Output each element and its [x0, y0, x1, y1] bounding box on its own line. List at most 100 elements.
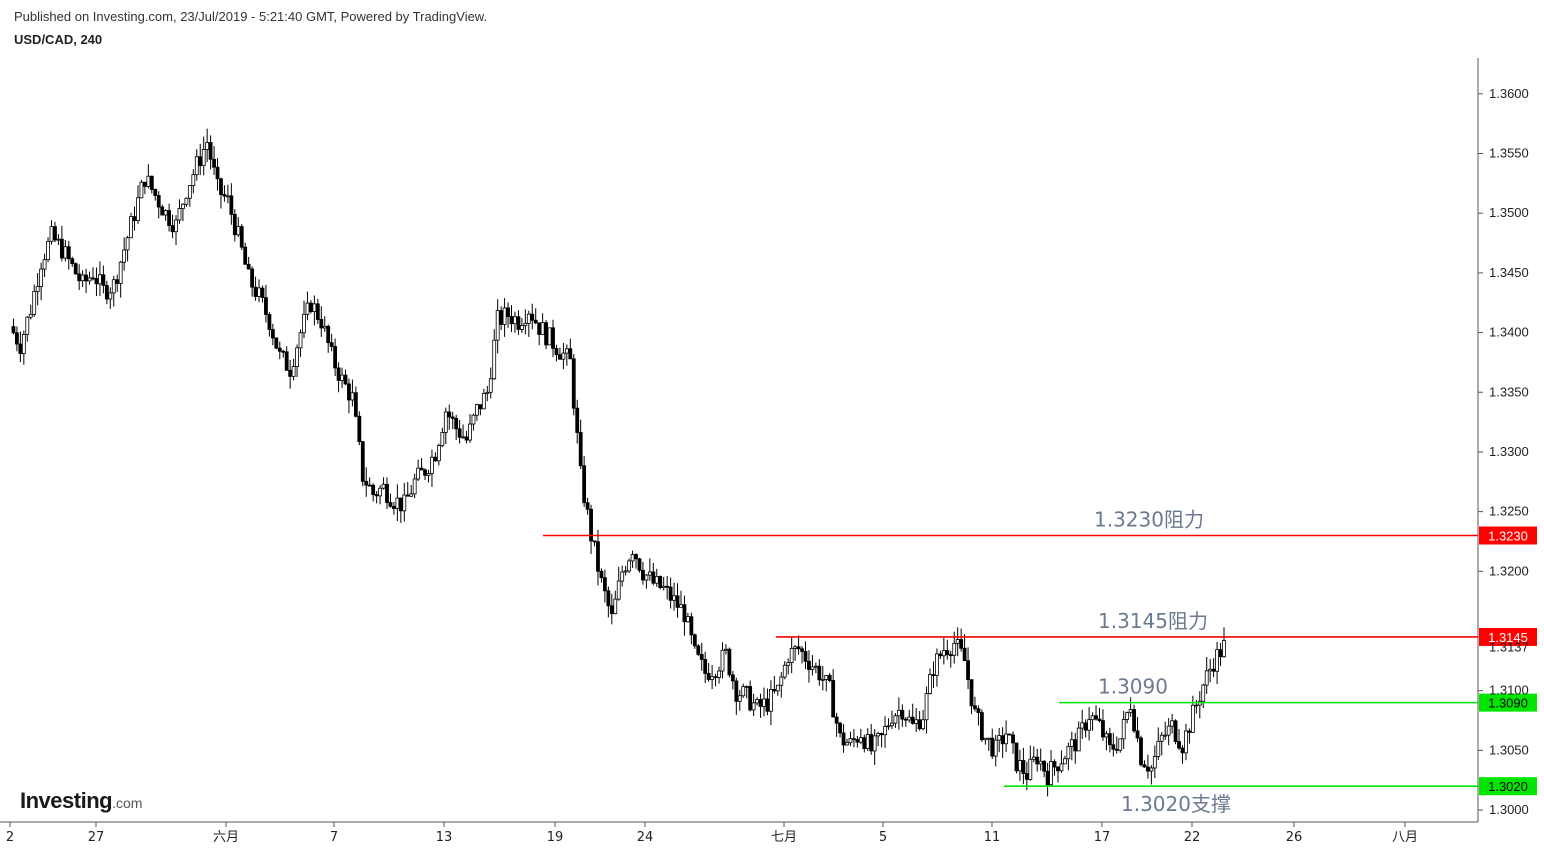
candle — [862, 734, 867, 753]
candle-body-up — [997, 735, 1002, 741]
candle — [149, 175, 154, 194]
candle-body-down — [689, 616, 694, 636]
candle-body-down — [215, 166, 220, 180]
logo-brand: Investing — [20, 788, 113, 813]
candle-body-up — [928, 674, 932, 694]
candle — [70, 256, 75, 267]
candle-body-down — [281, 350, 286, 353]
candle-body-down — [284, 351, 289, 371]
candle — [454, 414, 459, 441]
candle-body-up — [1090, 715, 1095, 721]
candle — [523, 309, 528, 335]
candle — [748, 680, 753, 712]
candle-body-down — [70, 258, 75, 265]
candle-body-down — [267, 314, 272, 330]
candle — [1166, 718, 1171, 746]
candle — [1097, 707, 1102, 723]
candle-body-up — [848, 738, 853, 744]
candle — [222, 185, 227, 202]
candle-body-down — [447, 411, 452, 418]
candle-body-down — [385, 483, 389, 503]
candle-body-down — [637, 558, 642, 571]
candle-body-up — [1028, 758, 1033, 780]
candle — [1066, 742, 1071, 771]
candle — [129, 212, 133, 239]
candle-body-up — [1118, 738, 1123, 751]
candle-body-up — [461, 436, 465, 439]
candle-body-down — [592, 540, 597, 543]
candle — [668, 577, 673, 609]
candle — [1059, 750, 1064, 773]
candle — [720, 642, 725, 679]
candle — [42, 253, 47, 277]
candle — [125, 235, 130, 262]
time-tick-label: 七月 — [771, 830, 797, 845]
candle-body-up — [350, 392, 355, 401]
candle — [326, 324, 331, 353]
candle-body-up — [1204, 670, 1209, 686]
candle-body-down — [800, 648, 804, 652]
candle-body-down — [319, 319, 324, 329]
price-tick-label: 1.3000 — [1489, 802, 1529, 817]
candle-body-up — [25, 316, 30, 335]
candle — [696, 643, 701, 657]
candle — [219, 177, 223, 209]
candle — [492, 329, 497, 380]
candle-body-down — [219, 178, 223, 195]
candle-body-down — [1007, 733, 1012, 736]
candle — [973, 696, 977, 712]
candle — [291, 358, 296, 381]
candle-body-down — [277, 347, 282, 352]
candle-body-up — [724, 648, 728, 651]
candle-body-up — [720, 649, 725, 672]
candle-body-up — [108, 292, 113, 300]
candle — [1080, 709, 1085, 739]
time-tick-label: 六月 — [213, 830, 239, 845]
candle-body-up — [876, 733, 881, 737]
candle-body-up — [177, 208, 182, 221]
time-tick-label: 22 — [1184, 830, 1201, 845]
candle-body-down — [990, 737, 995, 757]
candle — [817, 659, 822, 686]
candle-body-up — [741, 686, 746, 697]
candle — [243, 242, 248, 265]
candle — [786, 658, 791, 675]
candle-body-up — [810, 666, 815, 670]
candle-body-up — [672, 595, 676, 601]
candle — [969, 679, 974, 715]
candle-body-down — [727, 648, 732, 676]
candle — [1018, 749, 1022, 781]
candle-body-down — [374, 494, 379, 497]
candle — [333, 338, 338, 377]
candle-body-down — [609, 605, 614, 615]
candle — [813, 662, 818, 674]
candle — [1173, 719, 1178, 745]
candle — [941, 637, 946, 665]
candle-body-down — [160, 206, 165, 216]
candle-body-down — [589, 508, 593, 542]
candle-body-up — [181, 203, 185, 209]
candle-body-down — [11, 326, 16, 334]
candle — [305, 291, 310, 321]
candle — [1056, 766, 1060, 783]
candle — [246, 256, 251, 270]
candle-body-up — [440, 432, 445, 447]
candle-body-down — [367, 484, 372, 487]
candle — [187, 185, 192, 207]
candle — [589, 504, 593, 555]
candle — [347, 378, 351, 414]
candle — [630, 550, 635, 568]
candle-body-down — [734, 680, 739, 702]
candle — [288, 359, 293, 389]
candle-body-down — [602, 577, 607, 592]
candle-body-down — [364, 480, 369, 486]
candle-body-down — [1011, 734, 1015, 744]
candle-body-up — [257, 287, 261, 297]
candle — [146, 164, 151, 189]
candle-body-down — [516, 316, 521, 330]
candle — [381, 477, 386, 490]
candle — [789, 637, 794, 674]
candle — [1190, 695, 1195, 733]
candle-body-up — [513, 316, 517, 325]
